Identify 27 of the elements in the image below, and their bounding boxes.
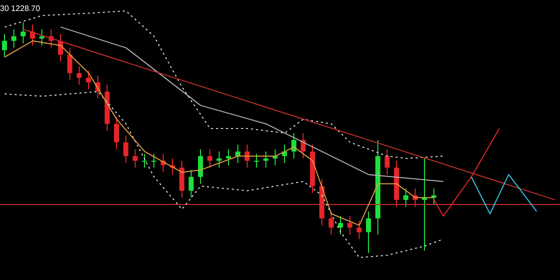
candlestick	[254, 153, 259, 168]
candlestick	[188, 169, 194, 198]
candlestick	[179, 160, 184, 198]
candlestick	[123, 134, 128, 164]
candlestick	[384, 148, 390, 176]
candlestick	[403, 188, 408, 208]
candlestick	[142, 153, 147, 168]
candlestick	[328, 210, 334, 236]
candlestick	[67, 47, 72, 81]
candlestick	[226, 148, 231, 166]
candlestick	[356, 220, 362, 240]
candlestick	[151, 153, 156, 168]
candlestick	[207, 148, 212, 168]
candlestick	[272, 148, 278, 166]
candlestick	[114, 116, 119, 150]
candlestick	[235, 144, 240, 164]
candlestick	[86, 70, 91, 90]
text: 30 1228.70	[0, 4, 40, 13]
candlestick	[132, 148, 138, 168]
candlestick	[347, 216, 352, 236]
candlestick	[76, 66, 82, 86]
candlestick	[11, 28, 16, 48]
candlestick	[198, 148, 203, 184]
candlestick	[338, 216, 343, 236]
candlestick	[20, 22, 26, 44]
candlestick	[366, 210, 371, 254]
candlestick	[2, 33, 7, 58]
